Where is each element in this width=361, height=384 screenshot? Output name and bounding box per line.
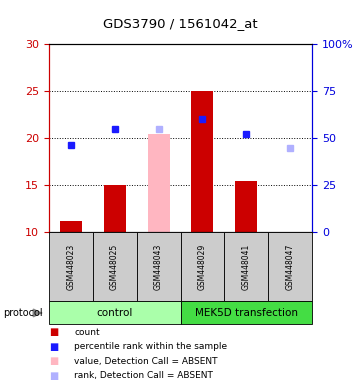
Text: GSM448023: GSM448023 xyxy=(66,244,75,290)
Text: GSM448029: GSM448029 xyxy=(198,244,207,290)
Bar xyxy=(191,91,213,232)
Text: ■: ■ xyxy=(49,342,58,352)
Bar xyxy=(148,134,170,232)
Text: GSM448025: GSM448025 xyxy=(110,244,119,290)
Bar xyxy=(235,180,257,232)
Bar xyxy=(60,221,82,232)
Text: ■: ■ xyxy=(49,327,58,337)
Text: rank, Detection Call = ABSENT: rank, Detection Call = ABSENT xyxy=(74,371,213,381)
Text: percentile rank within the sample: percentile rank within the sample xyxy=(74,342,227,351)
Text: count: count xyxy=(74,328,100,337)
Bar xyxy=(104,185,126,232)
Text: MEK5D transfection: MEK5D transfection xyxy=(195,308,298,318)
Text: ■: ■ xyxy=(49,356,58,366)
Text: value, Detection Call = ABSENT: value, Detection Call = ABSENT xyxy=(74,357,218,366)
Text: ■: ■ xyxy=(49,371,58,381)
Text: control: control xyxy=(96,308,133,318)
Text: GSM448043: GSM448043 xyxy=(154,244,163,290)
Text: GSM448047: GSM448047 xyxy=(286,244,295,290)
Text: GSM448041: GSM448041 xyxy=(242,244,251,290)
Text: GDS3790 / 1561042_at: GDS3790 / 1561042_at xyxy=(103,17,258,30)
Text: protocol: protocol xyxy=(4,308,43,318)
